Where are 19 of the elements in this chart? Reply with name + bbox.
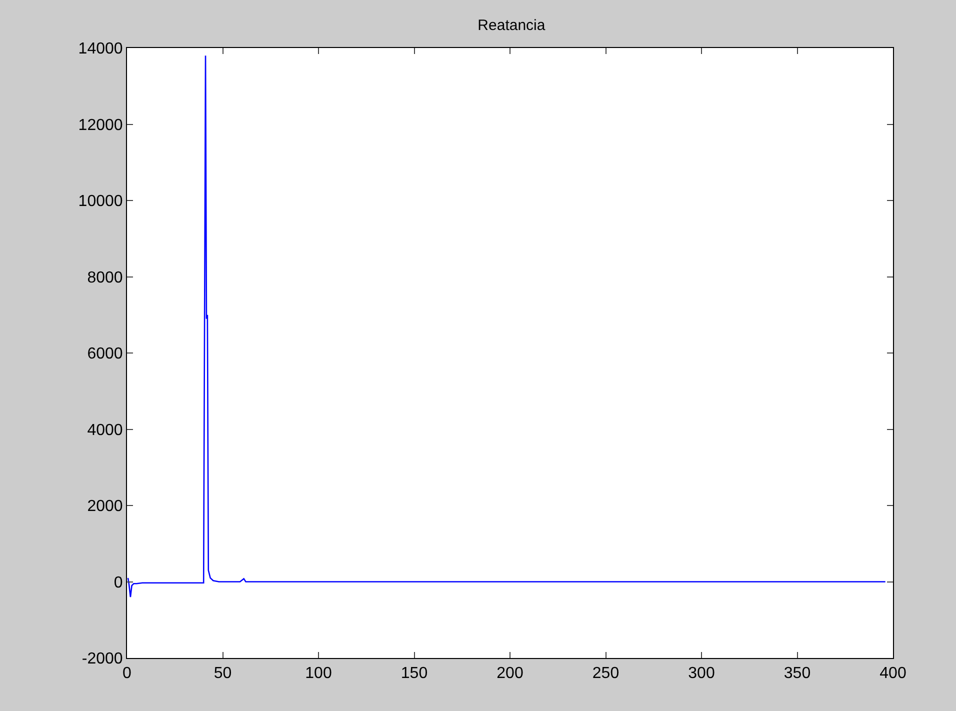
- y-tick-label: -2000: [82, 650, 123, 668]
- y-tick-label: 8000: [87, 269, 123, 286]
- y-tick-label: 12000: [78, 116, 123, 134]
- y-tick-label: 6000: [87, 346, 123, 363]
- line-series: [127, 54, 886, 598]
- y-tick-label: 14000: [78, 40, 123, 58]
- x-tick-label: 200: [496, 665, 524, 682]
- x-tick-label: 150: [400, 665, 428, 682]
- x-tick-label: 250: [592, 665, 620, 682]
- y-tick-label: 2000: [87, 498, 123, 516]
- x-tick-label: 100: [305, 665, 332, 682]
- y-tick-label: 10000: [78, 193, 123, 210]
- x-tick-label: 400: [880, 665, 906, 682]
- x-tick-label: 300: [688, 665, 715, 682]
- chart-title: Reatancia: [478, 17, 546, 34]
- x-tick-label: 50: [214, 665, 232, 682]
- y-tick-label: 0: [114, 574, 123, 592]
- y-tick-label: 4000: [87, 422, 123, 439]
- x-tick-label: 350: [784, 665, 811, 682]
